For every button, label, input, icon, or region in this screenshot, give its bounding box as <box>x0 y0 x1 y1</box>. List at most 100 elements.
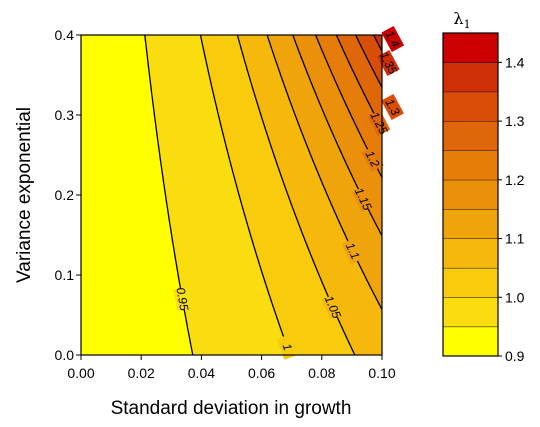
contour-cell <box>174 224 178 228</box>
contour-cell <box>117 302 121 306</box>
contour-cell <box>180 77 184 81</box>
contour-cell <box>171 260 175 264</box>
contour-cell <box>162 164 166 168</box>
contour-cell <box>129 242 133 246</box>
contour-cell <box>102 38 106 42</box>
contour-cell <box>198 341 202 345</box>
contour-cell <box>120 317 124 321</box>
contour-cell <box>87 254 91 258</box>
contour-cell <box>114 188 118 192</box>
contour-cell <box>147 107 151 111</box>
contour-cell <box>159 182 163 186</box>
contour-cell <box>87 197 91 201</box>
contour-cell <box>120 62 124 66</box>
contour-cell <box>150 293 154 297</box>
contour-cell <box>198 353 202 355</box>
contour-cell <box>105 95 109 99</box>
contour-cell <box>171 149 175 153</box>
contour-cell <box>162 74 166 78</box>
contour-cell <box>126 245 130 249</box>
contour-cell <box>207 335 211 339</box>
contour-cell <box>195 278 199 282</box>
contour-cell <box>135 47 139 51</box>
contour-cell <box>192 221 196 225</box>
contour-cell <box>204 257 208 261</box>
contour-cell <box>204 152 208 156</box>
contour-cell <box>81 50 85 54</box>
contour-cell <box>165 326 169 330</box>
contour-cell <box>219 203 223 207</box>
contour-cell <box>192 53 196 57</box>
contour-cell <box>153 254 157 258</box>
contour-cell <box>126 86 130 90</box>
contour-cell <box>204 110 208 114</box>
contour-cell <box>192 311 196 315</box>
contour-cell <box>171 347 175 351</box>
contour-cell <box>87 107 91 111</box>
contour-cell <box>129 245 133 249</box>
contour-cell <box>183 227 187 231</box>
contour-cell <box>201 212 205 216</box>
contour-cell <box>96 50 100 54</box>
contour-cell <box>123 149 127 153</box>
contour-cell <box>93 251 97 255</box>
contour-cell <box>120 332 124 336</box>
contour-cell <box>108 278 112 282</box>
contour-cell <box>105 137 109 141</box>
contour-cell <box>87 110 91 114</box>
contour-cell <box>180 260 184 264</box>
contour-cell <box>105 56 109 60</box>
contour-cell <box>81 284 85 288</box>
contour-cell <box>138 71 142 75</box>
contour-cell <box>120 236 124 240</box>
contour-cell <box>210 218 214 222</box>
contour-cell <box>102 290 106 294</box>
contour-cell <box>198 203 202 207</box>
contour-cell <box>156 191 160 195</box>
contour-cell <box>147 128 151 132</box>
contour-cell <box>144 227 148 231</box>
contour-cell <box>198 176 202 180</box>
contour-cell <box>87 233 91 237</box>
contour-cell <box>126 47 130 51</box>
contour-cell <box>99 353 103 355</box>
contour-cell <box>108 182 112 186</box>
contour-cell <box>159 350 163 354</box>
contour-cell <box>108 212 112 216</box>
contour-cell <box>192 242 196 246</box>
contour-cell <box>99 239 103 243</box>
contour-cell <box>135 176 139 180</box>
contour-cell <box>93 65 97 69</box>
contour-cell <box>108 305 112 309</box>
contour-cell <box>192 167 196 171</box>
contour-cell <box>171 116 175 120</box>
contour-cell <box>117 335 121 339</box>
contour-cell <box>147 230 151 234</box>
contour-cell <box>105 182 109 186</box>
contour-cell <box>93 41 97 45</box>
contour-cell <box>132 140 136 144</box>
contour-cell <box>204 83 208 87</box>
contour-cell <box>213 203 217 207</box>
contour-cell <box>93 74 97 78</box>
contour-cell <box>183 80 187 84</box>
contour-cell <box>102 308 106 312</box>
contour-cell <box>162 347 166 351</box>
contour-cell <box>96 209 100 213</box>
contour-cell <box>93 335 97 339</box>
contour-cell <box>99 311 103 315</box>
contour-cell <box>207 179 211 183</box>
contour-cell <box>144 251 148 255</box>
contour-cell <box>189 62 193 66</box>
contour-cell <box>174 191 178 195</box>
contour-cell <box>93 197 97 201</box>
contour-cell <box>105 143 109 147</box>
contour-cell <box>189 329 193 333</box>
contour-cell <box>87 86 91 90</box>
contour-cell <box>135 233 139 237</box>
contour-cell <box>96 44 100 48</box>
contour-cell <box>147 89 151 93</box>
contour-cell <box>186 311 190 315</box>
contour-cell <box>183 245 187 249</box>
contour-cell <box>162 137 166 141</box>
